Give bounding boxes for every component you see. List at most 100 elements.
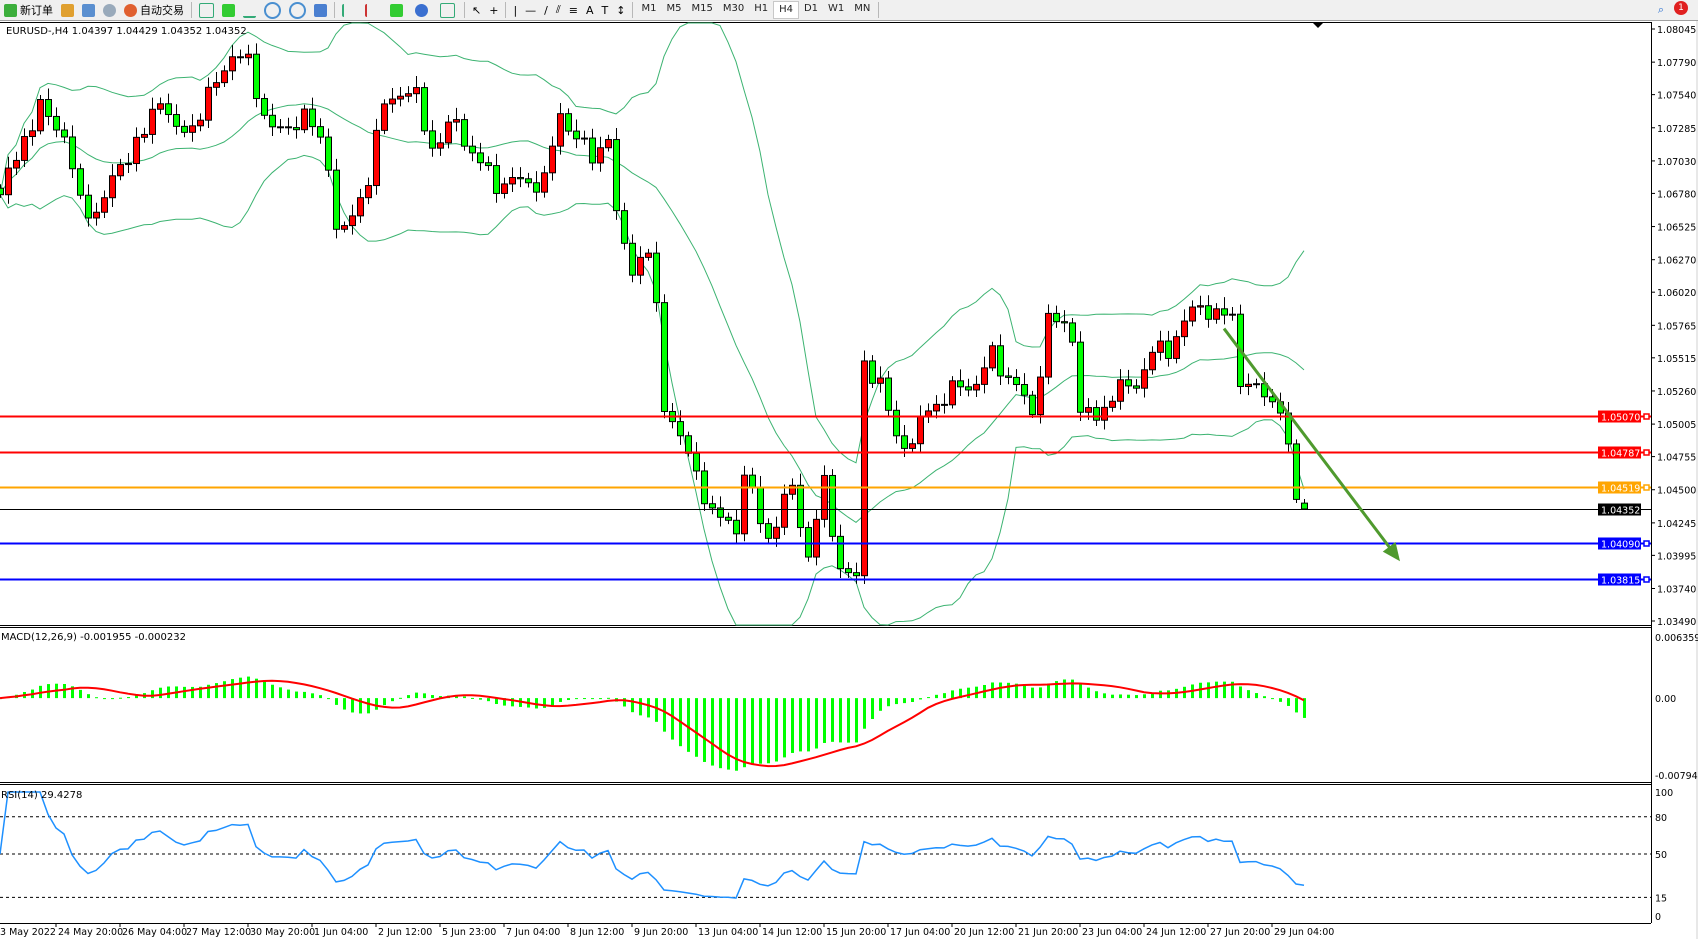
macd-histogram-bar bbox=[271, 684, 274, 699]
candle-bullish bbox=[397, 95, 404, 100]
macd-histogram-bar bbox=[71, 686, 74, 699]
price-tick-label: 1.05765 bbox=[1657, 321, 1696, 332]
equidistant-channel-icon[interactable]: ⫽ bbox=[555, 3, 561, 16]
macd-histogram-bar bbox=[671, 698, 674, 740]
auto-trading-button[interactable]: 自动交易 bbox=[120, 1, 188, 19]
text-icon[interactable]: A bbox=[586, 3, 594, 17]
candle-bearish bbox=[757, 487, 764, 525]
candle-bearish bbox=[1093, 407, 1100, 421]
macd-histogram-bar bbox=[1159, 690, 1162, 699]
tile-windows-icon[interactable] bbox=[314, 3, 327, 17]
candle-bearish bbox=[1133, 385, 1140, 389]
candle-bullish bbox=[1245, 383, 1252, 388]
zoom-in-icon[interactable] bbox=[264, 1, 281, 19]
candle-bullish bbox=[989, 345, 996, 369]
macd-histogram-bar bbox=[1119, 694, 1122, 699]
candle-bearish bbox=[1005, 375, 1012, 378]
timeframe-m15[interactable]: M15 bbox=[691, 3, 713, 14]
market-watch-icon[interactable] bbox=[61, 3, 74, 17]
macd-histogram-bar bbox=[239, 677, 242, 699]
line-chart-icon[interactable] bbox=[243, 3, 256, 18]
timeframe-w1[interactable]: W1 bbox=[828, 3, 845, 14]
candle-bullish bbox=[117, 164, 124, 177]
macd-histogram-bar bbox=[1295, 698, 1298, 713]
macd-histogram-bar bbox=[119, 697, 122, 699]
new-order-button[interactable]: 新订单 bbox=[0, 1, 57, 19]
macd-histogram-bar bbox=[599, 698, 602, 700]
timeframe-h1[interactable]: H1 bbox=[754, 3, 769, 14]
indicators-icon[interactable] bbox=[390, 3, 403, 17]
macd-histogram-bar bbox=[391, 698, 394, 702]
candle-bullish bbox=[1141, 369, 1148, 389]
candle-bullish bbox=[229, 56, 236, 72]
macd-tick-label: 0.006359 bbox=[1655, 633, 1698, 644]
timeframe-d1[interactable]: D1 bbox=[803, 3, 819, 14]
macd-tick-label: -0.007949 bbox=[1655, 771, 1698, 782]
templates-icon[interactable] bbox=[440, 2, 455, 18]
macd-histogram-bar bbox=[63, 683, 66, 699]
cursor-icon[interactable]: ↖ bbox=[472, 3, 482, 17]
price-label-box bbox=[1598, 446, 1641, 459]
candle-bullish bbox=[445, 121, 452, 144]
macd-histogram-bar bbox=[191, 686, 194, 699]
candle-bearish bbox=[1021, 384, 1028, 396]
macd-histogram-bar bbox=[1055, 681, 1058, 699]
text-label-icon[interactable]: T bbox=[601, 3, 609, 17]
time-label: 30 May 20:00 bbox=[250, 927, 315, 938]
navigator-icon[interactable] bbox=[82, 3, 95, 17]
crosshair-icon[interactable]: + bbox=[489, 3, 499, 17]
timeframe-mn[interactable]: MN bbox=[854, 3, 871, 14]
signals-icon[interactable] bbox=[103, 3, 116, 17]
candle-bullish bbox=[741, 474, 748, 535]
price-tick-label: 1.08045 bbox=[1657, 25, 1696, 36]
candle-bearish bbox=[693, 452, 700, 472]
candle-bearish bbox=[749, 474, 756, 489]
macd-histogram-bar bbox=[1103, 693, 1106, 699]
candle-bearish bbox=[261, 98, 268, 116]
level-handle bbox=[1643, 576, 1650, 583]
chart-shift-icon[interactable] bbox=[365, 3, 380, 17]
macd-histogram-bar bbox=[887, 698, 890, 707]
timeframe-m30[interactable]: M30 bbox=[722, 3, 745, 14]
macd-histogram-bar bbox=[559, 698, 562, 702]
macd-histogram-bar bbox=[207, 684, 210, 699]
time-label: 24 May 20:00 bbox=[58, 927, 123, 938]
new-order-label: 新订单 bbox=[20, 4, 53, 17]
macd-histogram-bar bbox=[215, 683, 218, 699]
horizontal-line-icon[interactable]: — bbox=[525, 3, 537, 17]
macd-histogram-bar bbox=[303, 691, 306, 699]
candle-bearish bbox=[469, 145, 476, 154]
candle-bearish bbox=[77, 168, 84, 196]
fibonacci-icon[interactable]: ≡ bbox=[568, 3, 578, 17]
candle-bullish bbox=[101, 197, 108, 213]
candle-bearish bbox=[525, 178, 532, 184]
search-icon[interactable]: ⌕ bbox=[1657, 3, 1664, 16]
macd-histogram-bar bbox=[847, 698, 850, 743]
candle-bearish bbox=[285, 126, 292, 129]
time-label: 27 Jun 20:00 bbox=[1210, 927, 1270, 938]
trendline-icon[interactable]: / bbox=[544, 3, 548, 17]
separator bbox=[505, 2, 507, 18]
vertical-line-icon[interactable]: | bbox=[513, 3, 518, 17]
candle-bearish bbox=[317, 126, 324, 138]
arrows-icon[interactable]: ↕ bbox=[616, 3, 626, 17]
timeframe-h4[interactable]: H4 bbox=[773, 1, 799, 19]
bar-chart-icon[interactable] bbox=[199, 2, 214, 18]
timeframe-m1[interactable]: M1 bbox=[641, 3, 657, 14]
separator bbox=[464, 2, 465, 18]
time-label: 5 Jun 23:00 bbox=[442, 927, 496, 938]
candle-bearish bbox=[1165, 340, 1172, 359]
auto-scroll-icon[interactable] bbox=[342, 3, 357, 17]
chart-shift-marker-icon[interactable] bbox=[1313, 23, 1323, 28]
zoom-out-icon[interactable] bbox=[289, 1, 306, 19]
notifications-button[interactable]: 1 bbox=[1668, 1, 1690, 19]
price-tick-label: 1.06020 bbox=[1657, 288, 1696, 299]
macd-histogram-bar bbox=[719, 698, 722, 769]
timeframe-m5[interactable]: M5 bbox=[666, 3, 682, 14]
candlestick-icon[interactable] bbox=[222, 3, 235, 17]
macd-histogram-bar bbox=[735, 698, 738, 771]
candle-bearish bbox=[797, 484, 804, 529]
rsi-label: RSI(14) 29.4278 bbox=[1, 790, 82, 801]
periods-clock-icon[interactable] bbox=[415, 3, 428, 17]
